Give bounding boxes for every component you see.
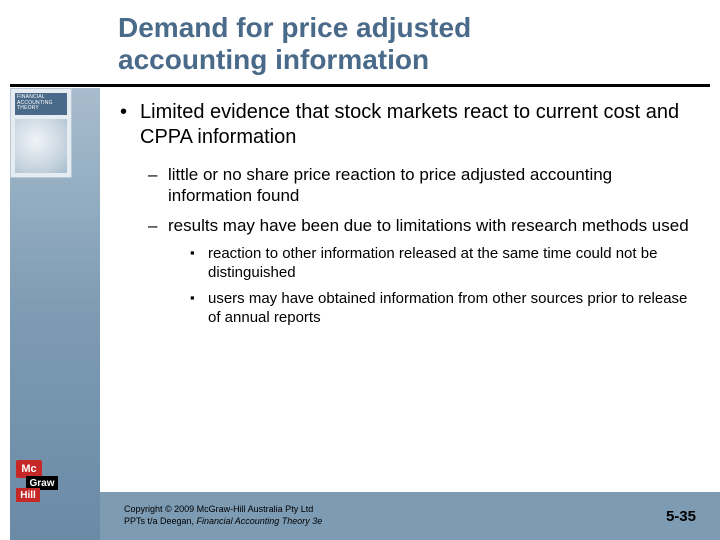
slide-title: Demand for price adjusted accounting inf… (118, 12, 471, 76)
book-cover-thumbnail: FINANCIAL ACCOUNTING THEORY (10, 88, 72, 178)
bullet-level-3: reaction to other information released a… (188, 244, 690, 283)
bullet-l2a-text: little or no share price reaction to pri… (168, 165, 612, 205)
bullet-level-3: users may have obtained information from… (188, 289, 690, 328)
footer-bar: Copyright © 2009 McGraw-Hill Australia P… (100, 492, 720, 540)
book-cover-band: FINANCIAL ACCOUNTING THEORY (15, 93, 67, 115)
bullet-l2b-text: results may have been due to limitations… (168, 216, 689, 235)
book-cover-text: FINANCIAL ACCOUNTING THEORY (15, 93, 67, 114)
content-area: Limited evidence that stock markets reac… (118, 100, 690, 334)
bullet-l3b-text: users may have obtained information from… (208, 290, 687, 327)
bullet-level-2: results may have been due to limitations… (146, 215, 690, 236)
footer-line-2-italic: Financial Accounting Theory 3e (197, 516, 323, 526)
title-line-1: Demand for price adjusted (118, 12, 471, 43)
bullet-level-2: little or no share price reaction to pri… (146, 164, 690, 207)
title-underline (10, 84, 710, 87)
footer-line-1: Copyright © 2009 McGraw-Hill Australia P… (124, 504, 313, 514)
book-cover-image (15, 119, 67, 173)
bullet-l3a-text: reaction to other information released a… (208, 245, 657, 282)
logo-hill: Hill (16, 488, 40, 502)
publisher-logo: Mc Graw Hill (16, 460, 64, 500)
page-number: 5-35 (666, 508, 696, 525)
footer-line-2-prefix: PPTs t/a Deegan, (124, 516, 197, 526)
bullet-level-1: Limited evidence that stock markets reac… (118, 100, 690, 150)
title-line-2: accounting information (118, 44, 429, 75)
footer-copyright: Copyright © 2009 McGraw-Hill Australia P… (124, 504, 322, 527)
slide: Demand for price adjusted accounting inf… (0, 0, 720, 540)
bullet-l1-text: Limited evidence that stock markets reac… (140, 101, 679, 148)
